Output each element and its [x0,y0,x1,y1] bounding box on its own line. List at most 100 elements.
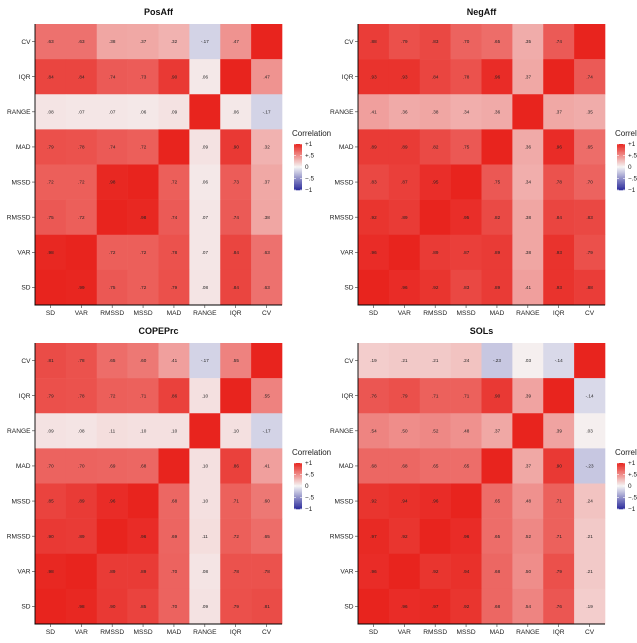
y-tick-label: SD [21,285,30,292]
cell-label: .78 [263,569,270,574]
cell-label: .92 [463,604,470,609]
legend-gradient-step [294,498,302,501]
cell-label: .79 [555,569,562,574]
heatmap-cell [543,59,575,95]
cell-label: .21 [586,534,593,539]
legend-gradient-step [294,487,302,489]
heatmap-cell [358,378,390,414]
panel-title: COPEPrc [138,326,178,336]
heatmap-cell [543,269,575,306]
cell-label: .96 [370,250,377,255]
heatmap-cell [127,234,159,271]
heatmap-cell [127,413,159,449]
cell-label: .07 [109,109,116,114]
cell-label: .89 [401,215,408,220]
cell-label: -.17 [263,428,271,433]
heatmap-cell [251,588,283,625]
legend-gradient-step [294,144,302,146]
cell-label: .65 [463,464,470,469]
heatmap-cell [450,129,482,165]
heatmap-cell [574,234,606,271]
heatmap-cell [358,269,390,306]
heatmap-cell [419,59,451,95]
cell-label: .65 [263,534,270,539]
heatmap-cell [35,448,67,484]
heatmap-cell [189,413,221,449]
heatmap-cell [35,483,67,519]
legend-gradient-step [617,144,625,146]
heatmap-cell [158,553,190,590]
legend-gradient-step [294,472,302,474]
cell-label: -.14 [586,393,594,398]
heatmap-cell [65,59,98,95]
legend-gradient-step [294,171,302,174]
heatmap-cell [450,199,482,236]
cell-label: .71 [232,499,239,504]
cell-label: .98 [47,250,54,255]
heatmap-cell [251,199,283,236]
legend-gradient-step [617,167,625,169]
heatmap-cell [574,94,606,130]
legend-gradient-step [294,169,302,171]
heatmap-cell [543,234,575,271]
cell-label: .72 [47,180,54,185]
heatmap-cell [189,269,221,306]
cell-label: .86 [232,464,239,469]
cell-label: .71 [140,393,147,398]
heatmap-cell [127,483,159,519]
heatmap-cell [96,518,128,555]
heatmap-cell [158,24,190,60]
heatmap-cell [481,129,513,165]
legend-label: +1 [628,460,636,467]
legend-gradient-step [294,147,302,149]
heatmap-cell [481,413,513,449]
y-tick-label: CV [344,358,354,365]
color-legend: Correlation +1 +.5 0 −.5 −1 [292,129,331,194]
heatmap-cell [189,234,221,271]
cell-label: .03 [586,428,593,433]
heatmap-cell [251,378,283,414]
legend-gradient-step [617,468,625,471]
x-tick-label: CV [585,310,595,317]
cell-label: .92 [370,499,377,504]
legend-gradient-step [617,474,625,476]
y-tick-label: IQR [19,74,31,81]
cell-label: .97 [432,604,439,609]
heatmap-cell [388,269,421,306]
cell-label: .88 [370,39,377,44]
heatmap-cell [512,413,544,449]
heatmap-cell [96,483,128,519]
cell-label: .24 [586,499,593,504]
heatmap-cell [358,343,390,379]
x-tick-label: VAR [75,310,88,317]
heatmap-cell [65,518,98,555]
heatmap-cell [158,269,190,306]
heatmap-cell [481,59,513,95]
legend-label: +1 [628,141,636,148]
heatmap-cell [35,518,67,555]
y-tick-label: IQR [342,74,354,81]
cell-label: .84 [232,285,239,290]
heatmap-cell [358,129,390,165]
heatmap-cell [220,343,252,379]
legend-gradient-step [294,148,302,151]
heatmap-cell [512,483,544,519]
legend-label: −.5 [305,495,315,502]
legend-gradient-step [617,479,625,481]
legend-gradient-step [617,464,625,466]
legend-gradient-step [294,149,302,152]
heatmap-cell [450,164,482,200]
color-legend: Correlation +1 +.5 0 −.5 −1 [615,448,637,513]
heatmap-cell [388,518,421,555]
legend-gradient-step [617,467,625,470]
cell-label: .90 [555,464,562,469]
cell-label: -.17 [201,39,209,44]
legend-gradient-step [617,483,625,486]
cell-label: .34 [463,109,470,114]
legend-title: Correlation [292,129,331,138]
x-tick-label: SD [369,629,378,636]
legend-gradient-step [294,502,302,504]
cell-label: .96 [432,499,439,504]
cell-label: .75 [463,145,470,150]
heatmap-cell [220,378,252,414]
